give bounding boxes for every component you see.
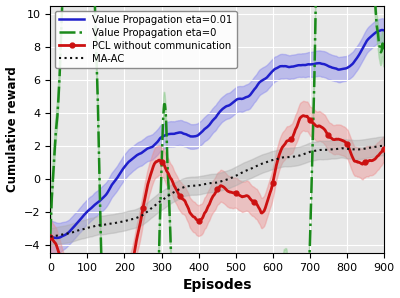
MA-AC — [92, 224, 96, 228]
Line: PCL without communication: PCL without communication — [48, 113, 386, 293]
PCL without communication — [107, 281, 112, 284]
PCL without communication — [160, 161, 165, 164]
Y-axis label: Cumulative reward: Cumulative reward — [6, 66, 18, 192]
MA-AC — [270, 159, 274, 162]
PCL without communication — [117, 289, 122, 293]
Value Propagation eta=0.01 — [54, 236, 59, 240]
Value Propagation eta=0.01 — [382, 29, 386, 32]
Line: Value Propagation eta=0: Value Propagation eta=0 — [50, 0, 384, 298]
X-axis label: Episodes: Episodes — [182, 278, 252, 292]
PCL without communication — [301, 114, 306, 117]
PCL without communication — [382, 148, 386, 151]
MA-AC — [212, 181, 216, 185]
Value Propagation eta=0 — [48, 233, 53, 237]
Line: Value Propagation eta=0.01: Value Propagation eta=0.01 — [50, 30, 384, 238]
MA-AC — [48, 235, 53, 238]
Line: MA-AC: MA-AC — [50, 146, 384, 237]
Value Propagation eta=0.01 — [108, 187, 112, 190]
PCL without communication — [48, 235, 53, 238]
PCL without communication — [299, 115, 304, 119]
PCL without communication — [212, 193, 217, 196]
Value Propagation eta=0 — [160, 143, 165, 147]
MA-AC — [107, 222, 112, 226]
Value Propagation eta=0.01 — [380, 28, 384, 32]
MA-AC — [382, 144, 386, 148]
Value Propagation eta=0.01 — [48, 235, 53, 238]
MA-AC — [160, 198, 165, 202]
Value Propagation eta=0 — [382, 52, 386, 55]
MA-AC — [380, 144, 385, 148]
Value Propagation eta=0.01 — [160, 135, 165, 138]
MA-AC — [298, 153, 303, 157]
Value Propagation eta=0.01 — [212, 117, 217, 120]
Value Propagation eta=0.01 — [270, 69, 275, 73]
Value Propagation eta=0.01 — [92, 203, 97, 207]
PCL without communication — [270, 183, 275, 187]
Legend: Value Propagation eta=0.01, Value Propagation eta=0, PCL without communication, : Value Propagation eta=0.01, Value Propag… — [55, 10, 236, 68]
Value Propagation eta=0.01 — [299, 63, 304, 67]
PCL without communication — [92, 280, 96, 284]
